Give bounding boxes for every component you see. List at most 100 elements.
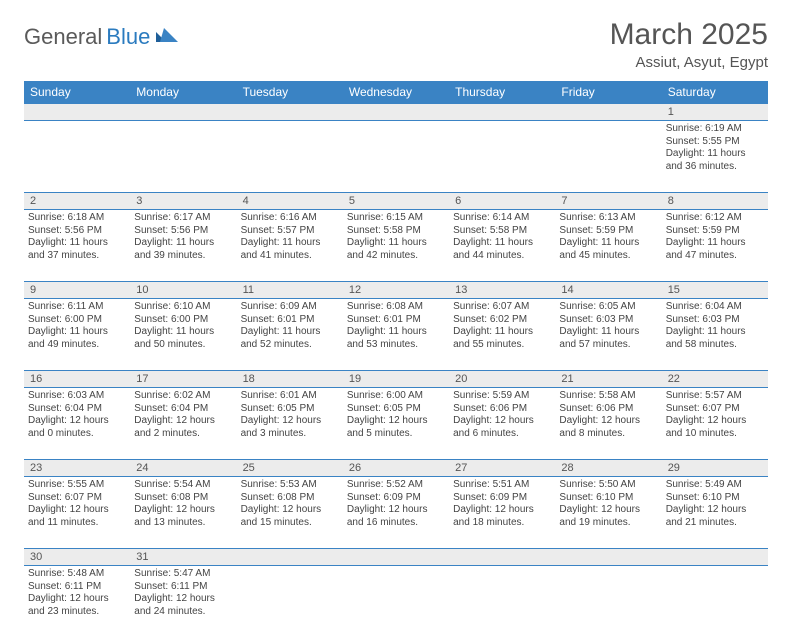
sunrise-text: Sunrise: 6:16 AM bbox=[241, 212, 339, 225]
sunrise-text: Sunrise: 6:05 AM bbox=[559, 301, 657, 314]
sunset-text: Sunset: 5:58 PM bbox=[347, 225, 445, 238]
sunrise-text: Sunrise: 5:50 AM bbox=[559, 479, 657, 492]
weekday-header: Wednesday bbox=[343, 81, 449, 104]
sunset-text: Sunset: 6:11 PM bbox=[28, 581, 126, 594]
day1-text: Daylight: 12 hours bbox=[241, 504, 339, 517]
sunrise-text: Sunrise: 6:17 AM bbox=[134, 212, 232, 225]
day-number bbox=[662, 549, 768, 566]
day-cell: Sunrise: 5:58 AMSunset: 6:06 PMDaylight:… bbox=[555, 388, 661, 460]
day2-text: and 45 minutes. bbox=[559, 250, 657, 263]
daynum-row: 16171819202122 bbox=[24, 371, 768, 388]
sunrise-text: Sunrise: 6:09 AM bbox=[241, 301, 339, 314]
day-number: 2 bbox=[24, 193, 130, 210]
sunrise-text: Sunrise: 6:04 AM bbox=[666, 301, 764, 314]
day-number: 15 bbox=[662, 282, 768, 299]
day-cell bbox=[449, 566, 555, 638]
day-cell bbox=[237, 121, 343, 193]
sunrise-text: Sunrise: 5:49 AM bbox=[666, 479, 764, 492]
sunrise-text: Sunrise: 6:19 AM bbox=[666, 123, 764, 136]
day-number: 23 bbox=[24, 460, 130, 477]
day2-text: and 53 minutes. bbox=[347, 339, 445, 352]
day-cell: Sunrise: 5:57 AMSunset: 6:07 PMDaylight:… bbox=[662, 388, 768, 460]
calendar-table: Sunday Monday Tuesday Wednesday Thursday… bbox=[24, 81, 768, 638]
day-cell: Sunrise: 6:09 AMSunset: 6:01 PMDaylight:… bbox=[237, 299, 343, 371]
day1-text: Daylight: 11 hours bbox=[666, 237, 764, 250]
day-cell: Sunrise: 6:19 AMSunset: 5:55 PMDaylight:… bbox=[662, 121, 768, 193]
day-number: 3 bbox=[130, 193, 236, 210]
sunrise-text: Sunrise: 6:11 AM bbox=[28, 301, 126, 314]
sunrise-text: Sunrise: 6:03 AM bbox=[28, 390, 126, 403]
day-number bbox=[555, 104, 661, 121]
day2-text: and 6 minutes. bbox=[453, 428, 551, 441]
weekday-header: Monday bbox=[130, 81, 236, 104]
day-number: 21 bbox=[555, 371, 661, 388]
sunset-text: Sunset: 6:00 PM bbox=[28, 314, 126, 327]
sunrise-text: Sunrise: 5:55 AM bbox=[28, 479, 126, 492]
day-number: 8 bbox=[662, 193, 768, 210]
day-cell: Sunrise: 6:14 AMSunset: 5:58 PMDaylight:… bbox=[449, 210, 555, 282]
sunrise-text: Sunrise: 5:52 AM bbox=[347, 479, 445, 492]
sunrise-text: Sunrise: 5:48 AM bbox=[28, 568, 126, 581]
sunset-text: Sunset: 6:07 PM bbox=[28, 492, 126, 505]
day-cell: Sunrise: 5:54 AMSunset: 6:08 PMDaylight:… bbox=[130, 477, 236, 549]
title-block: March 2025 Assiut, Asyut, Egypt bbox=[610, 18, 768, 71]
day-number: 17 bbox=[130, 371, 236, 388]
day2-text: and 2 minutes. bbox=[134, 428, 232, 441]
day-number: 18 bbox=[237, 371, 343, 388]
day-number: 6 bbox=[449, 193, 555, 210]
day-cell bbox=[555, 566, 661, 638]
day1-text: Daylight: 12 hours bbox=[559, 415, 657, 428]
sunset-text: Sunset: 5:56 PM bbox=[28, 225, 126, 238]
day2-text: and 10 minutes. bbox=[666, 428, 764, 441]
day-cell: Sunrise: 5:49 AMSunset: 6:10 PMDaylight:… bbox=[662, 477, 768, 549]
day2-text: and 8 minutes. bbox=[559, 428, 657, 441]
day2-text: and 58 minutes. bbox=[666, 339, 764, 352]
flag-icon bbox=[156, 26, 178, 42]
week-row: Sunrise: 5:55 AMSunset: 6:07 PM Daylight:… bbox=[24, 477, 768, 549]
day1-text: Daylight: 11 hours bbox=[559, 237, 657, 250]
weekday-header: Tuesday bbox=[237, 81, 343, 104]
day1-text: Daylight: 12 hours bbox=[28, 415, 126, 428]
day-cell: Sunrise: 6:11 AMSunset: 6:00 PMDaylight:… bbox=[24, 299, 130, 371]
day2-text: and 0 minutes. bbox=[28, 428, 126, 441]
day2-text: and 18 minutes. bbox=[453, 517, 551, 530]
day2-text: and 15 minutes. bbox=[241, 517, 339, 530]
day1-text: Daylight: 11 hours bbox=[241, 326, 339, 339]
weekday-header: Saturday bbox=[662, 81, 768, 104]
sunrise-text: Sunrise: 6:10 AM bbox=[134, 301, 232, 314]
day2-text: and 19 minutes. bbox=[559, 517, 657, 530]
sunset-text: Sunset: 6:03 PM bbox=[666, 314, 764, 327]
day-cell bbox=[130, 121, 236, 193]
day2-text: and 5 minutes. bbox=[347, 428, 445, 441]
day1-text: Daylight: 11 hours bbox=[134, 326, 232, 339]
day-number bbox=[343, 549, 449, 566]
location: Assiut, Asyut, Egypt bbox=[610, 54, 768, 71]
day2-text: and 21 minutes. bbox=[666, 517, 764, 530]
day1-text: Daylight: 12 hours bbox=[347, 504, 445, 517]
day-cell: Sunrise: 5:51 AMSunset: 6:09 PMDaylight:… bbox=[449, 477, 555, 549]
day1-text: Daylight: 12 hours bbox=[453, 504, 551, 517]
sunset-text: Sunset: 6:00 PM bbox=[134, 314, 232, 327]
daynum-row: 1 bbox=[24, 104, 768, 121]
sunset-text: Sunset: 6:11 PM bbox=[134, 581, 232, 594]
day2-text: and 39 minutes. bbox=[134, 250, 232, 263]
day2-text: and 41 minutes. bbox=[241, 250, 339, 263]
weekday-header: Friday bbox=[555, 81, 661, 104]
sunset-text: Sunset: 6:05 PM bbox=[347, 403, 445, 416]
sunset-text: Sunset: 6:08 PM bbox=[134, 492, 232, 505]
day1-text: Daylight: 12 hours bbox=[134, 593, 232, 606]
day-number bbox=[343, 104, 449, 121]
day-cell: Sunrise: 6:12 AMSunset: 5:59 PMDaylight:… bbox=[662, 210, 768, 282]
day-cell: Sunrise: 6:04 AMSunset: 6:03 PMDaylight:… bbox=[662, 299, 768, 371]
day2-text: and 36 minutes. bbox=[666, 161, 764, 174]
day-cell: Sunrise: 6:13 AMSunset: 5:59 PMDaylight:… bbox=[555, 210, 661, 282]
day1-text: Daylight: 11 hours bbox=[134, 237, 232, 250]
day2-text: and 52 minutes. bbox=[241, 339, 339, 352]
daynum-row: 9101112131415 bbox=[24, 282, 768, 299]
sunset-text: Sunset: 6:06 PM bbox=[453, 403, 551, 416]
daynum-row: 23242526272829 bbox=[24, 460, 768, 477]
day-cell: Sunrise: 5:47 AMSunset: 6:11 PMDaylight:… bbox=[130, 566, 236, 638]
day2-text: and 42 minutes. bbox=[347, 250, 445, 263]
day-number: 31 bbox=[130, 549, 236, 566]
day1-text: Daylight: 11 hours bbox=[347, 237, 445, 250]
